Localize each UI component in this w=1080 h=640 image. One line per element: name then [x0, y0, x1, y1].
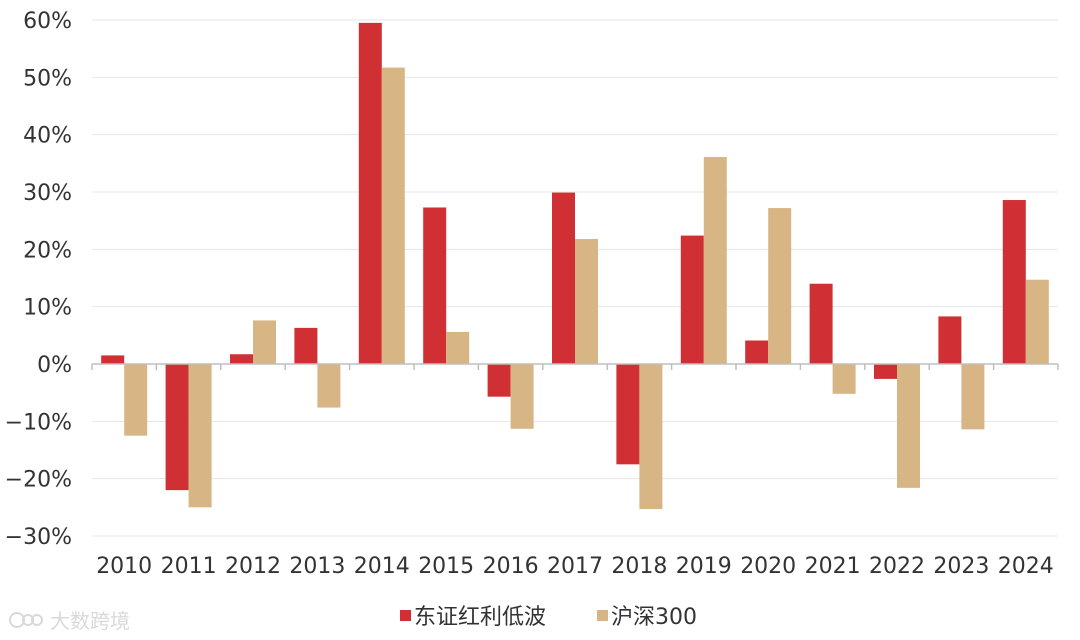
bar-dividend-lowvol-2021 [809, 283, 833, 364]
bar-csi300-2021 [832, 364, 856, 394]
bars [101, 22, 1049, 510]
x-tick-label: 2016 [483, 554, 539, 579]
legend-swatch [597, 610, 608, 621]
bar-csi300-2020 [768, 208, 792, 364]
bar-csi300-2013 [317, 364, 341, 408]
bar-dividend-lowvol-2012 [230, 354, 253, 364]
y-tick-label: 30% [23, 181, 72, 206]
zero-axis [91, 363, 1059, 370]
bar-dividend-lowvol-2015 [423, 207, 447, 364]
bar-dividend-lowvol-2018 [616, 364, 640, 465]
x-tick-label: 2023 [933, 554, 989, 579]
legend-label: 沪深300 [611, 605, 697, 630]
legend-label: 东证红利低波 [414, 605, 546, 630]
watermark: 大数跨境 [8, 605, 130, 634]
x-tick-label: 2024 [998, 554, 1054, 579]
x-tick-label: 2021 [805, 554, 861, 579]
legend-swatch [400, 610, 411, 621]
x-tick-label: 2013 [289, 554, 345, 579]
bar-dividend-lowvol-2019 [680, 235, 704, 364]
y-tick-label: 10% [23, 296, 72, 321]
bar-csi300-2024 [1025, 279, 1049, 364]
y-tick-label: 60% [23, 9, 72, 34]
bar-csi300-2011 [188, 364, 212, 508]
x-tick-label: 2020 [740, 554, 796, 579]
bar-dividend-lowvol-2010 [101, 355, 125, 364]
x-tick-label: 2018 [611, 554, 667, 579]
y-tick-label: −20% [5, 468, 72, 493]
x-tick-label: 2019 [676, 554, 732, 579]
x-tick-label: 2022 [869, 554, 925, 579]
watermark-text: 大数跨境 [50, 609, 130, 633]
x-tick-label: 2011 [161, 554, 217, 579]
bar-csi300-2017 [575, 239, 598, 364]
bar-csi300-2012 [253, 320, 276, 364]
y-tick-label: −30% [5, 525, 72, 550]
x-tick-label: 2015 [418, 554, 474, 579]
bar-dividend-lowvol-2020 [745, 340, 769, 364]
y-tick-label: 50% [23, 66, 72, 91]
bar-dividend-lowvol-2022 [874, 364, 897, 379]
bar-csi300-2023 [961, 364, 985, 430]
bar-csi300-2016 [510, 364, 534, 429]
bar-dividend-lowvol-2014 [358, 22, 382, 364]
y-tick-label: 20% [23, 238, 72, 263]
bar-csi300-2018 [639, 364, 663, 510]
bar-csi300-2014 [381, 67, 405, 364]
bar-dividend-lowvol-2023 [938, 316, 962, 364]
bar-dividend-lowvol-2011 [165, 364, 189, 491]
bar-csi300-2010 [124, 364, 148, 436]
y-axis-ticks: 60% 50% 40% 30% 20% 10% 0% −10% −20% −30% [5, 9, 72, 550]
y-tick-label: 0% [37, 353, 72, 378]
bar-dividend-lowvol-2013 [294, 327, 318, 364]
bar-csi300-2022 [897, 364, 920, 488]
y-tick-label: −10% [5, 410, 72, 435]
bar-csi300-2019 [703, 157, 727, 364]
y-tick-label: 40% [23, 124, 72, 149]
x-tick-label: 2014 [354, 554, 410, 579]
watermark-logo-icon [9, 611, 43, 628]
legend: 东证红利低波 沪深300 [400, 605, 697, 630]
x-tick-label: 2010 [96, 554, 152, 579]
bar-dividend-lowvol-2016 [487, 364, 511, 397]
bar-dividend-lowvol-2017 [552, 192, 575, 364]
x-tick-label: 2012 [225, 554, 281, 579]
bar-csi300-2015 [446, 331, 470, 364]
x-axis-ticks: 2010 2011 2012 2013 2014 2015 2016 2017 2018 2019… [96, 554, 1054, 579]
x-tick-label: 2017 [547, 554, 603, 579]
bar-dividend-lowvol-2024 [1002, 200, 1026, 364]
